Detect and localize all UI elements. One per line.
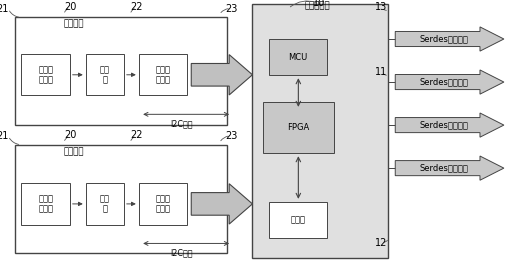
Text: 输入子板: 输入子板 (64, 147, 84, 156)
Bar (138, 54, 187, 95)
Text: 视频输
入接口: 视频输 入接口 (38, 65, 53, 84)
Bar (21, 183, 70, 225)
Bar (138, 183, 187, 225)
Bar (268, 202, 327, 238)
Text: 20: 20 (64, 2, 76, 12)
Bar (21, 54, 70, 95)
Text: 23: 23 (224, 131, 237, 141)
Bar (268, 39, 327, 75)
Polygon shape (191, 184, 252, 224)
Polygon shape (394, 70, 503, 94)
Bar (252, 4, 387, 258)
Text: 输入子板: 输入子板 (64, 19, 84, 28)
Text: 视频输
出接口: 视频输 出接口 (155, 65, 170, 84)
Text: 存储器: 存储器 (290, 215, 305, 224)
Text: 12: 12 (375, 238, 387, 248)
Bar (262, 102, 333, 153)
Text: 视频输
入接口: 视频输 入接口 (38, 194, 53, 214)
Polygon shape (394, 113, 503, 137)
Bar (86, 183, 124, 225)
Bar (86, 54, 124, 95)
Text: Serdes视频输出: Serdes视频输出 (419, 121, 468, 130)
Text: 解码
器: 解码 器 (100, 65, 109, 84)
Text: Serdes视频输出: Serdes视频输出 (419, 77, 468, 87)
Text: 13: 13 (375, 2, 387, 12)
Text: 20: 20 (64, 130, 76, 140)
Text: 视频输
出接口: 视频输 出接口 (155, 194, 170, 214)
Text: 输入核心板: 输入核心板 (304, 1, 330, 10)
Bar (15, 17, 227, 125)
Bar (15, 145, 227, 253)
Text: MCU: MCU (288, 53, 307, 62)
Polygon shape (394, 156, 503, 180)
Text: Serdes视频输出: Serdes视频输出 (419, 164, 468, 173)
Text: 22: 22 (130, 2, 143, 12)
Text: 解码
器: 解码 器 (100, 194, 109, 214)
Polygon shape (394, 27, 503, 51)
Text: 23: 23 (224, 3, 237, 14)
Text: 21: 21 (0, 131, 9, 141)
Text: FPGA: FPGA (287, 123, 309, 132)
Text: I2C总线: I2C总线 (169, 249, 192, 258)
Text: 10: 10 (312, 0, 324, 8)
Text: 11: 11 (375, 67, 387, 77)
Text: 22: 22 (130, 130, 143, 140)
Text: Serdes视频输出: Serdes视频输出 (419, 34, 468, 44)
Text: I2C总线: I2C总线 (169, 120, 192, 129)
Polygon shape (191, 55, 252, 95)
Text: 21: 21 (0, 3, 9, 14)
